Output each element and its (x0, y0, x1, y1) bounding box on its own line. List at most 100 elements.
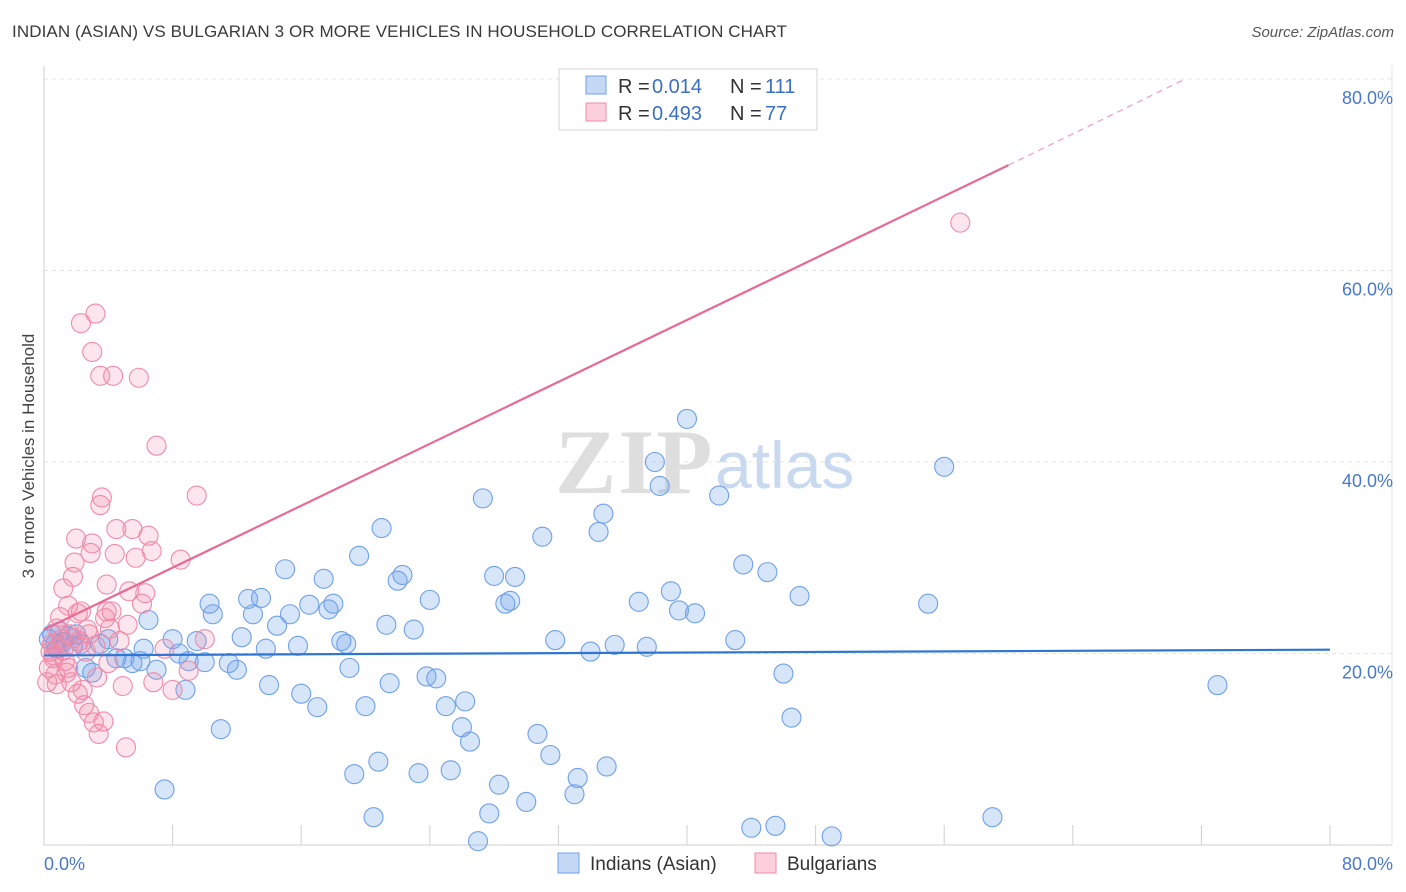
indian-point-57 (371, 518, 392, 539)
bulgarian-point-17 (64, 552, 85, 573)
indian-point-55 (363, 807, 384, 828)
bulgarian-point-64 (85, 303, 106, 324)
bulgarian-point-33 (90, 495, 111, 516)
indian-point-39 (267, 615, 288, 636)
indian-point-29 (202, 604, 223, 625)
indian-point-26 (186, 631, 207, 652)
indian-point-30 (210, 719, 231, 740)
indian-point-46 (313, 568, 334, 589)
trend-lines (43, 78, 1331, 657)
indian-point-80 (516, 791, 537, 812)
bulgarian-point-34 (91, 487, 112, 508)
indian-point-45 (307, 697, 328, 718)
y-axis-label: 3 or more Vehicles in Household (19, 334, 38, 579)
indian-point-88 (588, 521, 609, 542)
indian-point-62 (403, 619, 424, 640)
indian-point-76 (488, 774, 509, 795)
indian-point-36 (250, 587, 272, 609)
y-tick-label-1: 40.0% (1342, 471, 1393, 491)
bulgarian-point-60 (186, 485, 207, 506)
bulgarian-point-75 (143, 672, 164, 693)
indian-point-32 (226, 659, 247, 680)
indian-point-50 (336, 633, 357, 654)
indian-point-101 (725, 630, 746, 651)
x-tick-label-1: 80.0% (1342, 854, 1393, 874)
bulgarian-point-46 (115, 737, 137, 758)
y-tick-label-2: 60.0% (1342, 280, 1393, 300)
indian-point-110 (918, 593, 939, 614)
indian-point-71 (459, 731, 481, 752)
data-points (37, 212, 1228, 852)
legend-n-label-2: N = (730, 103, 762, 125)
watermark-atlas: atlas (715, 428, 854, 502)
indian-point-58 (376, 614, 397, 635)
bulgarian-point-54 (141, 540, 162, 562)
indian-point-33 (231, 627, 252, 648)
bulgarian-point-74 (117, 614, 138, 635)
legend-n-value-1: 111 (765, 76, 795, 98)
bulgarian-point-40 (101, 601, 122, 622)
y-tick-label-3: 80.0% (1342, 88, 1393, 108)
legend-r-label-1: R = (618, 76, 650, 98)
indian-point-21 (154, 779, 175, 800)
bottom-legend-swatch-bulgarians (754, 852, 777, 874)
bulgarian-trend-extension (1008, 78, 1186, 166)
indian-point-104 (757, 562, 778, 583)
indian-point-106 (773, 663, 794, 684)
indian-point-59 (379, 673, 400, 694)
indian-point-86 (567, 767, 588, 789)
indian-point-100 (709, 485, 730, 506)
legend-box: R = 0.014 N = 111 R = 0.493 N = 77 (558, 68, 818, 131)
indian-point-43 (291, 683, 312, 704)
bulgarian-point-44 (109, 631, 130, 652)
legend-n-label-1: N = (730, 76, 762, 98)
bulgarian-point-28 (82, 533, 103, 554)
indian-point-27 (194, 652, 215, 673)
indian-point-98 (676, 408, 698, 429)
bottom-legend-label-bulgarians: Bulgarians (787, 854, 877, 875)
indian-point-112 (982, 807, 1003, 828)
x-tick-label-0: 0.0% (44, 854, 85, 874)
indian-point-66 (426, 668, 447, 689)
legend-r-value-1: 0.014 (652, 76, 702, 98)
indian-trend-line (43, 648, 1331, 657)
bulgarian-point-42 (104, 543, 125, 564)
y-tick-label-0: 20.0% (1342, 663, 1393, 683)
indian-point-70 (455, 691, 476, 712)
indian-point-74 (479, 803, 500, 824)
bulgarian-point-35 (93, 711, 114, 732)
legend-r-value-2: 0.493 (652, 103, 702, 125)
bulgarian-point-56 (154, 638, 175, 659)
legend-n-value-2: 77 (765, 103, 787, 125)
bulgarian-point-45 (112, 676, 133, 697)
bulgarian-point-65 (90, 365, 111, 386)
legend-r-label-2: R = (618, 103, 650, 125)
bulgarian-point-53 (138, 525, 159, 546)
indian-point-97 (668, 600, 690, 621)
indian-point-73 (472, 488, 493, 509)
bulgarian-point-18 (66, 528, 87, 549)
indian-point-63 (408, 763, 429, 784)
indian-point-91 (604, 634, 625, 655)
legend-swatch-bulgarians (585, 102, 607, 122)
indian-point-20 (146, 659, 167, 680)
bulgarian-point-52 (135, 583, 156, 604)
indian-point-109 (821, 826, 842, 847)
indian-point-78 (500, 590, 521, 611)
source-label: Source: ZipAtlas.com (1251, 24, 1394, 41)
indian-point-48 (323, 593, 344, 614)
indian-point-85 (564, 784, 585, 805)
indian-point-96 (660, 581, 681, 602)
tick-labels: 20.0% 40.0% 60.0% 80.0% 0.0% 80.0% (44, 88, 1393, 874)
indian-point-111 (934, 456, 955, 477)
indian-point-61 (392, 564, 413, 586)
bulgarian-point-61 (194, 629, 215, 650)
bulgarian-point-57 (162, 679, 183, 700)
indian-point-52 (344, 764, 365, 785)
indian-point-56 (368, 751, 389, 772)
bulgarian-point-63 (82, 341, 103, 362)
bulgarian-point-73 (96, 601, 117, 622)
indian-point-51 (339, 657, 360, 678)
bulgarian-point-76 (950, 212, 971, 233)
bulgarian-point-72 (62, 628, 83, 649)
